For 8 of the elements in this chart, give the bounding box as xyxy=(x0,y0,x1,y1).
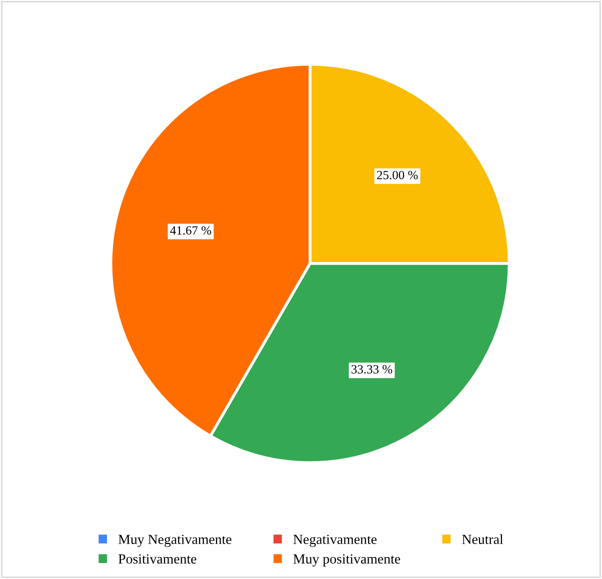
legend-label: Negativamente xyxy=(293,534,377,547)
legend-label: Neutral xyxy=(462,534,504,544)
legend-label: Muy positivamente xyxy=(293,554,400,566)
legend-label: Muy Negativamente xyxy=(118,534,232,547)
data-label: 41.67 % xyxy=(170,226,212,235)
data-label: 33.33 % xyxy=(352,365,392,374)
data-label: 25.00 % xyxy=(377,170,418,180)
legend-label: Positivamente xyxy=(118,554,196,564)
